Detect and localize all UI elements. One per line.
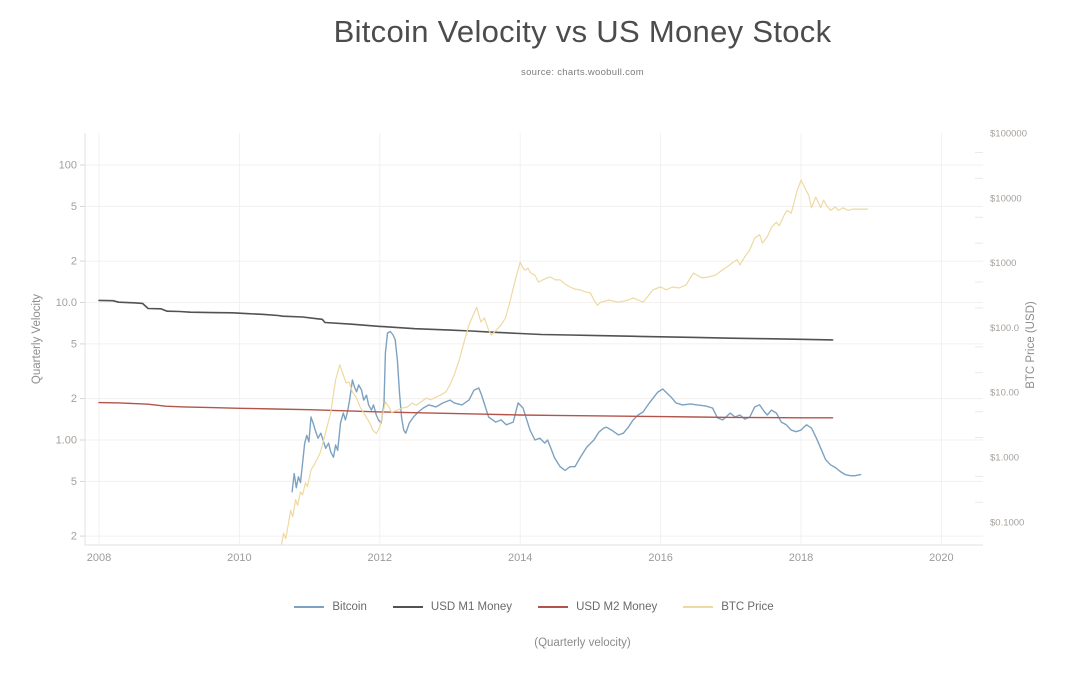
series-line-usd-m1-money: [98, 299, 834, 341]
series-line-usd-m2-money: [98, 401, 834, 419]
y-right-tick-label: $1.000: [990, 453, 1019, 464]
y-left-tick-label: 100: [59, 160, 77, 172]
source-credit: source: charts.woobull.com: [521, 67, 644, 78]
y-right-tick-label: $100000: [990, 129, 1027, 140]
legend: Bitcoin USD M1 Money USD M2 Money BTC Pr…: [85, 601, 983, 613]
legend-label-bitcoin: Bitcoin: [332, 601, 367, 613]
x-tick-label-2014: 2014: [508, 552, 532, 564]
y-left-tick-label: 1.00: [56, 435, 77, 447]
series-line-btc-price: [280, 179, 869, 545]
usd-m2-line-swatch: [538, 606, 569, 608]
y-right-tick-label: $0.1000: [990, 517, 1024, 528]
y-left-tick-label: 5: [71, 201, 77, 213]
x-tick-label-2008: 2008: [87, 552, 111, 564]
series-line-bitcoin: [291, 330, 862, 493]
bitcoin-line-swatch: [294, 606, 325, 608]
legend-item-btc-price[interactable]: BTC Price: [683, 601, 774, 613]
y-left-tick-label: 5: [71, 338, 77, 350]
x-tick-label-2012: 2012: [368, 552, 392, 564]
y-left-tick-label: 2: [71, 393, 77, 405]
y-axis-title-left: Quarterly Velocity: [31, 293, 43, 385]
legend-item-usd-m2-money[interactable]: USD M2 Money: [538, 601, 657, 613]
page-title: Bitcoin Velocity vs US Money Stock: [333, 14, 832, 49]
usd-m1-line-swatch: [392, 606, 423, 608]
legend-label-btc-price: BTC Price: [721, 601, 774, 613]
y-left-tick-label: 2: [71, 531, 77, 543]
y-right-tick-label: $1000: [990, 258, 1016, 269]
legend-item-usd-m1-money[interactable]: USD M1 Money: [392, 601, 513, 613]
y-left-tick-label: 10.0: [56, 297, 77, 309]
y-right-tick-label: $100.0: [990, 323, 1019, 334]
x-tick-label-2010: 2010: [227, 552, 251, 564]
legend-label-usd-m1-money: USD M1 Money: [430, 601, 513, 613]
y-axis-title-right: BTC Price (USD): [1025, 301, 1037, 389]
btc-price-line-swatch: [683, 606, 714, 608]
x-tick-label-2016: 2016: [648, 552, 672, 564]
y-left-tick-label: 5: [71, 476, 77, 488]
x-tick-label-2020: 2020: [929, 552, 953, 564]
y-right-tick-label: $10000: [990, 193, 1022, 204]
legend-label-usd-m2-money: USD M2 Money: [576, 601, 658, 613]
y-left-tick-label: 2: [71, 256, 77, 268]
y-right-tick-label: $10.00: [990, 388, 1019, 399]
legend-item-bitcoin[interactable]: Bitcoin: [294, 601, 367, 613]
chart-caption: (Quarterly velocity): [534, 637, 631, 649]
x-tick-label-2018: 2018: [789, 552, 813, 564]
